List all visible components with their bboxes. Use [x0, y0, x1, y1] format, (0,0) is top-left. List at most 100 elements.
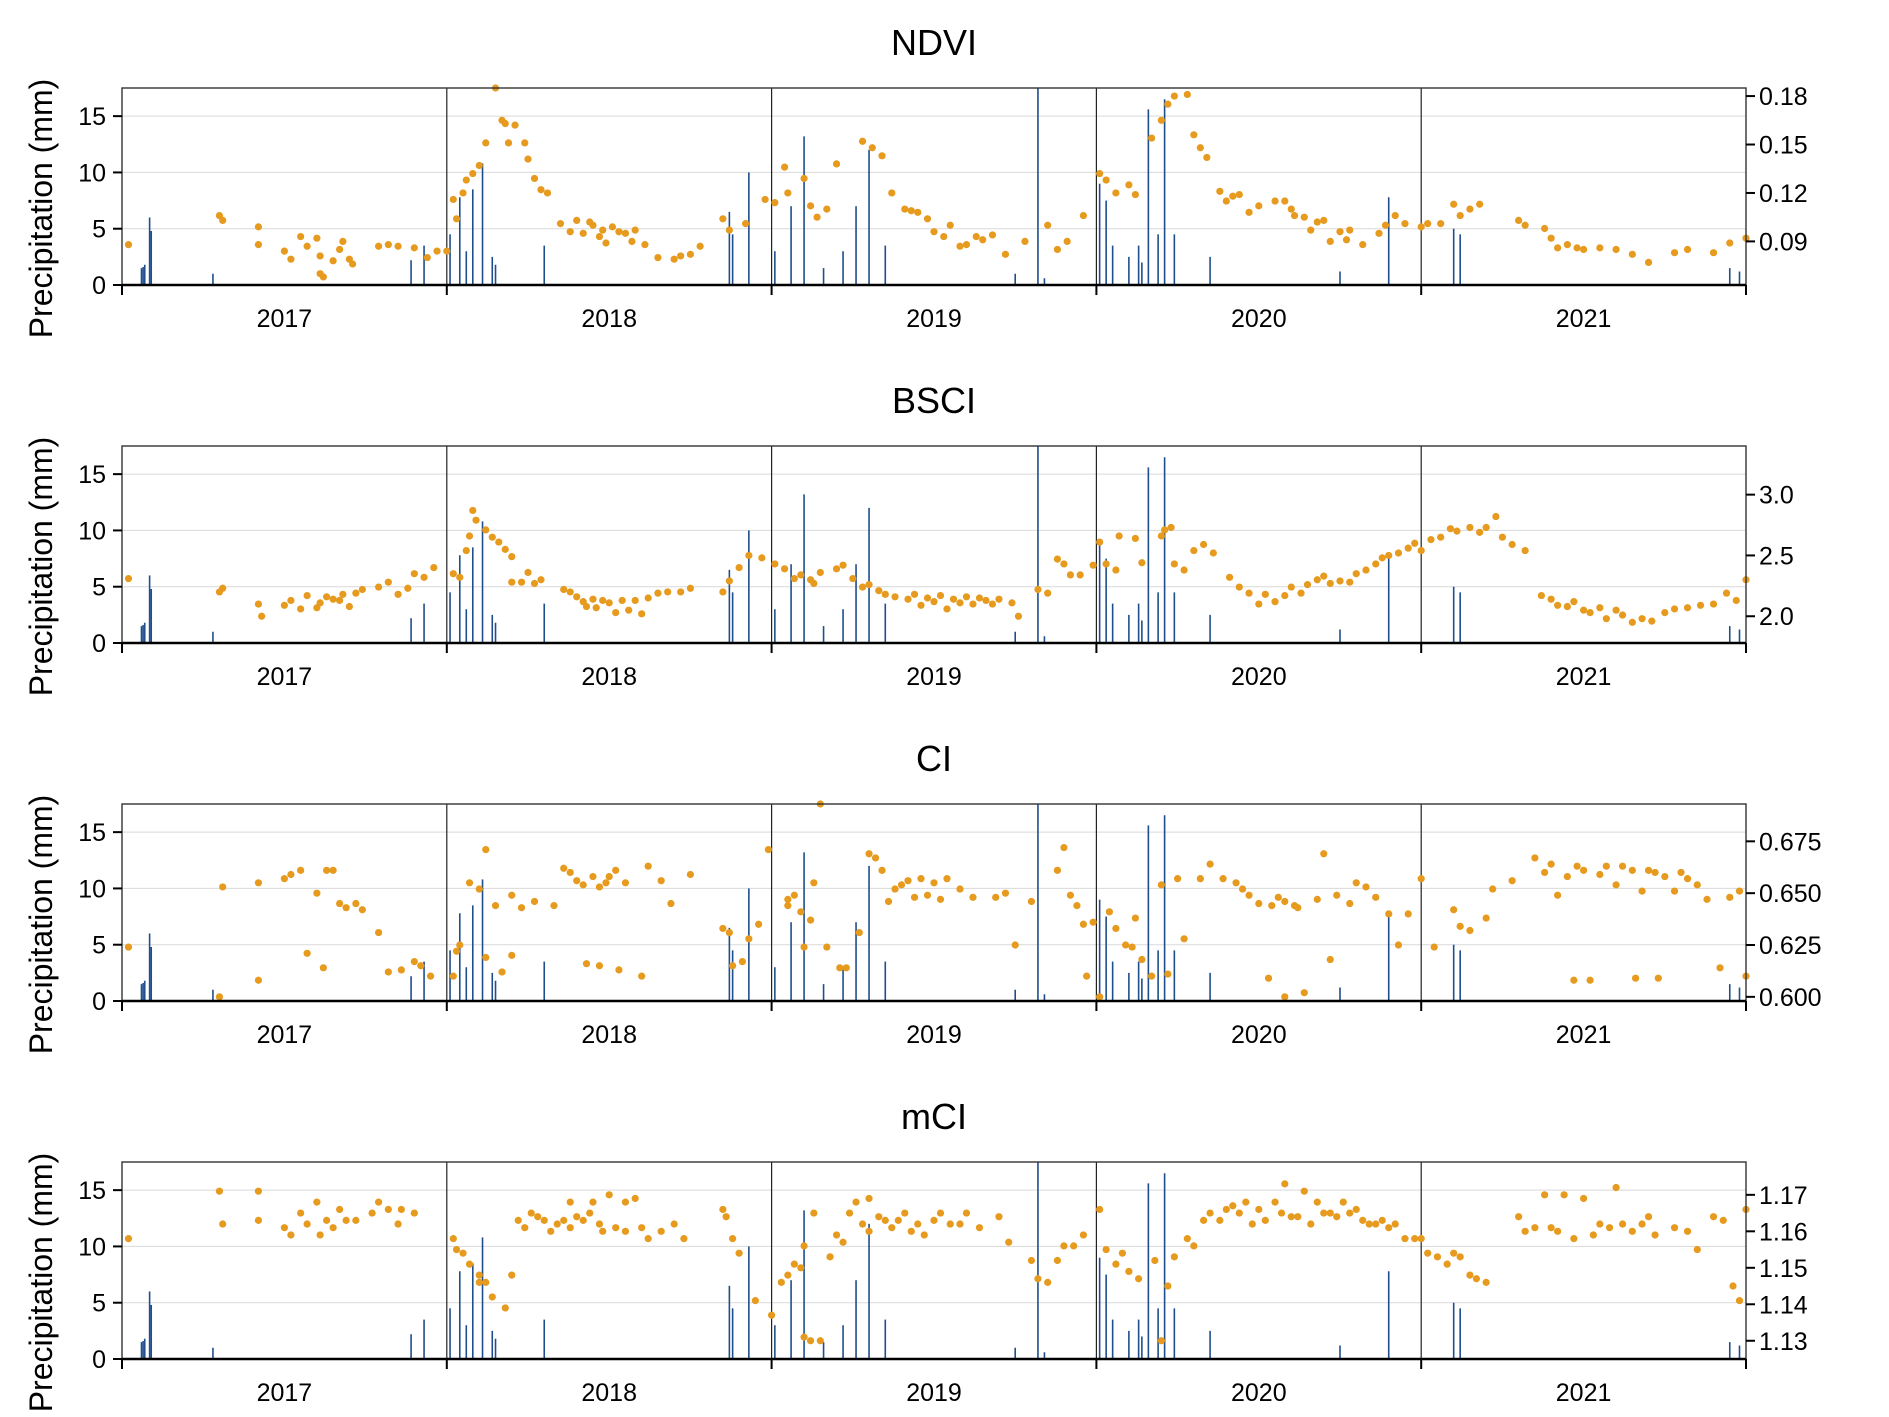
index-point: [868, 144, 876, 152]
index-point: [917, 601, 925, 609]
index-point: [1277, 1209, 1286, 1217]
index-point: [488, 533, 496, 541]
index-point: [1199, 540, 1208, 549]
index-point: [946, 1220, 954, 1228]
index-point: [449, 570, 457, 578]
index-point: [1352, 879, 1360, 887]
index-point: [1232, 879, 1240, 887]
index-point: [1096, 1205, 1104, 1214]
index-point: [1456, 1253, 1464, 1261]
index-point: [1450, 200, 1458, 208]
index-point: [329, 257, 337, 265]
index-point: [729, 962, 737, 970]
index-point: [469, 169, 477, 178]
index-point: [303, 242, 311, 250]
index-point: [1612, 1183, 1620, 1192]
index-point: [219, 1220, 227, 1228]
index-point: [1541, 224, 1549, 233]
index-point: [800, 943, 808, 951]
index-point: [1472, 1275, 1481, 1283]
index-point: [394, 590, 402, 598]
index-point: [1372, 1220, 1380, 1228]
index-point: [547, 1227, 555, 1235]
index-point: [394, 1220, 402, 1228]
index-point: [1157, 532, 1165, 540]
year-label: 2017: [257, 1021, 313, 1049]
index-point: [1677, 868, 1685, 877]
index-point: [1628, 1227, 1636, 1235]
index-point: [287, 870, 295, 879]
index-point: [1554, 891, 1562, 899]
index-point: [1303, 581, 1312, 589]
right-tick-label: 0.625: [1759, 932, 1822, 960]
index-point: [219, 216, 227, 225]
index-point: [1605, 1224, 1614, 1232]
year-label: 2020: [1231, 663, 1287, 691]
index-point: [949, 595, 958, 603]
index-point: [943, 875, 951, 883]
right-tick-label: 2.0: [1759, 603, 1794, 631]
index-point: [599, 226, 607, 234]
index-point: [1190, 546, 1198, 555]
index-point: [923, 215, 932, 223]
index-point: [1083, 972, 1091, 980]
index-point: [914, 208, 922, 216]
index-point: [582, 602, 591, 611]
index-point: [842, 964, 850, 972]
index-point: [751, 1297, 759, 1305]
index-point: [524, 155, 532, 163]
year-label: 2021: [1556, 663, 1612, 691]
index-point: [1044, 1278, 1052, 1286]
index-point: [1300, 1187, 1308, 1195]
index-point: [657, 877, 665, 885]
index-point: [589, 1198, 597, 1206]
index-point: [969, 600, 977, 608]
index-point: [1297, 589, 1305, 597]
panel-bsci: BSCI Precipitation (mm) 0 5 10 15 2.0 2.5 3.0 201…: [23, 380, 1794, 696]
index-point: [608, 223, 617, 231]
index-point: [1287, 583, 1295, 591]
index-point: [657, 1227, 665, 1235]
index-point: [303, 591, 311, 600]
index-point: [1336, 228, 1344, 236]
index-point: [1628, 618, 1636, 626]
index-point: [686, 584, 695, 592]
index-point: [615, 228, 623, 236]
index-point: [1112, 924, 1120, 933]
index-point: [907, 1227, 915, 1235]
index-point: [1404, 544, 1412, 552]
index-point: [1255, 899, 1263, 908]
index-point: [858, 137, 867, 145]
panel-mci: mCI Precipitation (mm) 0 5 10 15 1.13 1.14 1.15 1…: [23, 1096, 1808, 1412]
index-point: [891, 593, 899, 601]
index-point: [1313, 1198, 1321, 1206]
index-point: [1320, 1209, 1328, 1217]
index-point: [797, 908, 805, 916]
index-point: [316, 252, 324, 260]
index-point: [1287, 1213, 1295, 1221]
index-point: [1661, 608, 1669, 617]
index-point: [394, 242, 402, 250]
index-point: [832, 565, 841, 573]
index-point: [894, 1216, 902, 1224]
index-point: [1427, 536, 1435, 544]
index-point: [1537, 591, 1545, 600]
index-point: [1131, 190, 1139, 199]
index-point: [1053, 555, 1062, 563]
index-point: [1339, 1198, 1347, 1206]
index-point: [1521, 1227, 1529, 1235]
index-point: [1079, 211, 1088, 220]
index-point: [901, 205, 909, 213]
index-point: [1570, 1235, 1578, 1243]
index-point: [806, 1337, 815, 1345]
index-point: [1125, 181, 1133, 189]
index-point: [1326, 1209, 1334, 1217]
index-point: [1290, 211, 1299, 220]
index-point: [644, 1235, 652, 1243]
index-point: [579, 1216, 587, 1224]
index-point: [1563, 241, 1571, 249]
index-point: [1703, 895, 1711, 903]
index-point: [1446, 525, 1455, 533]
index-point: [621, 229, 630, 237]
index-point: [1222, 1205, 1230, 1214]
